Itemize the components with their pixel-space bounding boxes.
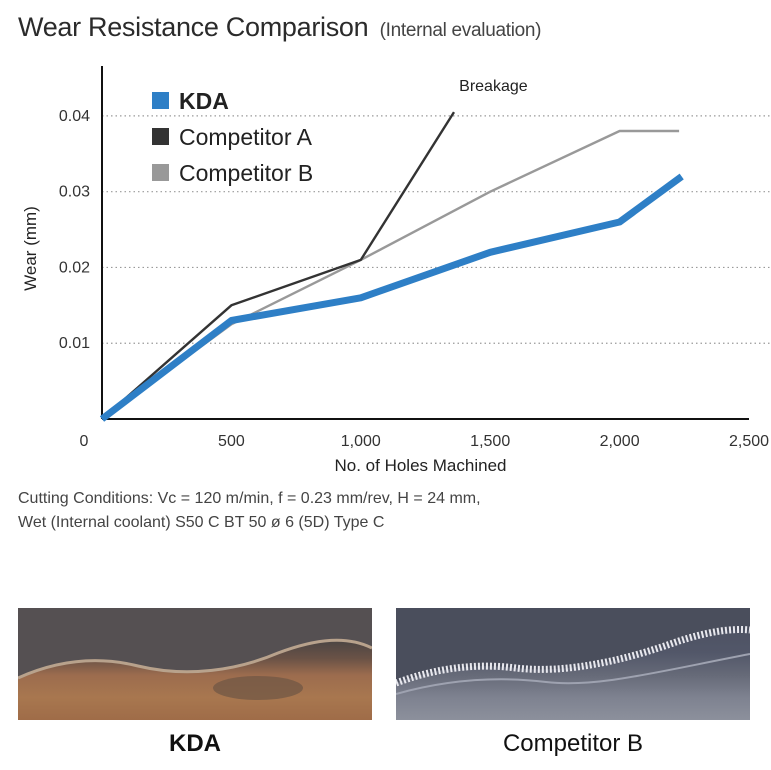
page-title: Wear Resistance Comparison (Internal eva… <box>18 12 542 43</box>
competitor-b-photo-caption: Competitor B <box>502 730 644 757</box>
legend-label: Competitor A <box>179 124 313 150</box>
conditions-line-2: Wet (Internal coolant) S50 C BT 50 ø 6 (… <box>18 514 385 531</box>
competitor-b-wear-photo <box>396 608 750 720</box>
y-axis-label: Wear (mm) <box>21 206 40 291</box>
breakage-annotation: Breakage <box>459 78 528 95</box>
kda-wear-photo <box>18 608 372 720</box>
x-tick-label: 2,500 <box>729 433 769 450</box>
kda-photo-caption: KDA <box>169 730 221 757</box>
y-tick-label: 0.04 <box>59 108 90 125</box>
x-axis-label: No. of Holes Machined <box>335 456 507 475</box>
legend-swatch-competitor-a <box>152 128 169 145</box>
y-tick-label: 0.02 <box>59 259 90 276</box>
x-tick-label: 1,000 <box>341 433 381 450</box>
series-line-competitor-a <box>101 111 456 420</box>
chart-title: Wear Resistance Comparison <box>18 12 369 42</box>
y-tick-label: 0.03 <box>59 184 90 201</box>
x-tick-label: 1,500 <box>470 433 510 450</box>
legend-label: Competitor B <box>179 160 313 186</box>
series-line-kda <box>99 173 684 422</box>
y-tick-label: 0.01 <box>59 335 90 352</box>
cutting-conditions: Cutting Conditions: Vc = 120 m/min, f = … <box>18 487 481 535</box>
conditions-line-1: Cutting Conditions: Vc = 120 m/min, f = … <box>18 490 481 507</box>
x-tick-label: 500 <box>218 433 245 450</box>
legend-swatch-kda <box>152 92 169 109</box>
x-tick-label: 0 <box>80 433 89 450</box>
chart-subtitle: (Internal evaluation) <box>379 20 542 41</box>
wear-chart: 0.01 0.02 0.03 0.04 0 500 1,000 1,500 2,000 2,500… <box>21 66 771 475</box>
x-tick-label: 2,000 <box>600 433 640 450</box>
legend-label: KDA <box>179 88 229 114</box>
legend-swatch-competitor-b <box>152 164 169 181</box>
